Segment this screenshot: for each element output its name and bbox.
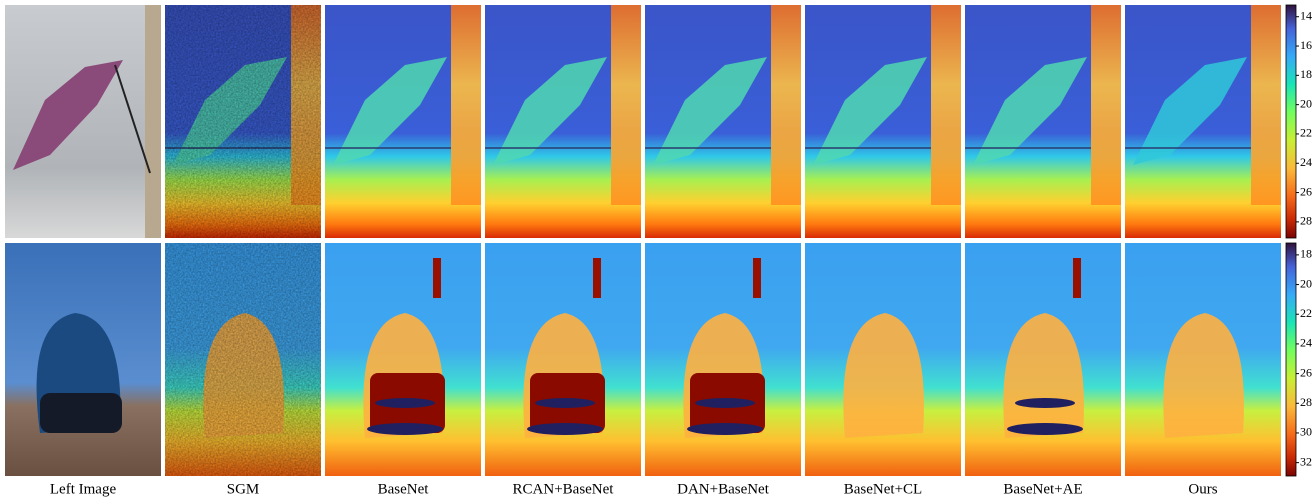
- column-label: BaseNet+CL: [844, 481, 922, 497]
- colorbar-tick-label: 22: [1300, 306, 1312, 320]
- colorbar-tick-label: 18: [1300, 247, 1312, 261]
- column-label: BaseNet: [378, 481, 430, 497]
- racket: [433, 258, 441, 298]
- colorbar-tick-label: 18: [1300, 67, 1312, 81]
- column-label: BaseNet+AE: [1003, 481, 1082, 497]
- panel: [165, 243, 321, 476]
- panel: [5, 243, 161, 476]
- dark-band: [527, 423, 603, 435]
- racket: [593, 258, 601, 298]
- noise: [165, 243, 321, 476]
- colorbar-tick-label: 24: [1300, 336, 1312, 350]
- pillar: [145, 5, 161, 238]
- depth-pillar: [611, 5, 641, 205]
- depth-pillar: [1251, 5, 1281, 205]
- racket: [1073, 258, 1081, 298]
- column-label: Left Image: [50, 481, 117, 497]
- panel: [485, 5, 641, 238]
- colorbar-tick-label: 26: [1300, 365, 1312, 379]
- colorbar-tick-label: 14: [1300, 8, 1312, 22]
- depth-pillar: [451, 5, 481, 205]
- panel: [485, 243, 641, 476]
- column-label: DAN+BaseNet: [677, 481, 770, 497]
- racket: [753, 258, 761, 298]
- photo-bg: [5, 5, 161, 238]
- depth-pillar: [1091, 5, 1121, 205]
- panel: [965, 243, 1121, 476]
- panel: [1125, 5, 1281, 238]
- panel: [165, 5, 321, 238]
- colorbar-tick-label: 28: [1300, 214, 1312, 228]
- colorbar-tick-label: 28: [1300, 395, 1312, 409]
- dark-band: [367, 423, 443, 435]
- panel: [325, 243, 481, 476]
- depth-pillar: [771, 5, 801, 205]
- dark-band: [375, 398, 435, 408]
- colorbar-tick-label: 20: [1300, 276, 1312, 290]
- colorbar-tick-label: 32: [1300, 454, 1312, 468]
- dark-band: [687, 423, 763, 435]
- colorbar-tick-label: 22: [1300, 126, 1312, 140]
- figure: Left Image SGM BaseNet RCAN+BaseNet DAN+Base…: [0, 0, 1315, 500]
- column-label: SGM: [227, 481, 260, 497]
- panel: [805, 243, 961, 476]
- column-label: Ours: [1188, 481, 1217, 497]
- panel: [5, 5, 161, 238]
- panel: [645, 243, 801, 476]
- colorbar-tick-label: 26: [1300, 184, 1312, 198]
- panel: [1125, 243, 1281, 476]
- dark-band: [695, 398, 755, 408]
- column-label: RCAN+BaseNet: [513, 481, 615, 497]
- depth-pillar: [931, 5, 961, 205]
- bag-base: [40, 393, 122, 433]
- noise: [165, 5, 321, 238]
- panel: [325, 5, 481, 238]
- dark-band: [1015, 398, 1075, 408]
- panel: [965, 5, 1121, 238]
- colorbar: [1286, 5, 1296, 238]
- dark-band: [1007, 423, 1083, 435]
- colorbar-tick-label: 24: [1300, 155, 1312, 169]
- colorbar: [1286, 243, 1296, 476]
- colorbar-tick-label: 20: [1300, 96, 1312, 110]
- panel: [805, 5, 961, 238]
- dark-band: [535, 398, 595, 408]
- colorbar-tick-label: 16: [1300, 38, 1312, 52]
- panel: [645, 5, 801, 238]
- colorbar-tick-label: 30: [1300, 425, 1312, 439]
